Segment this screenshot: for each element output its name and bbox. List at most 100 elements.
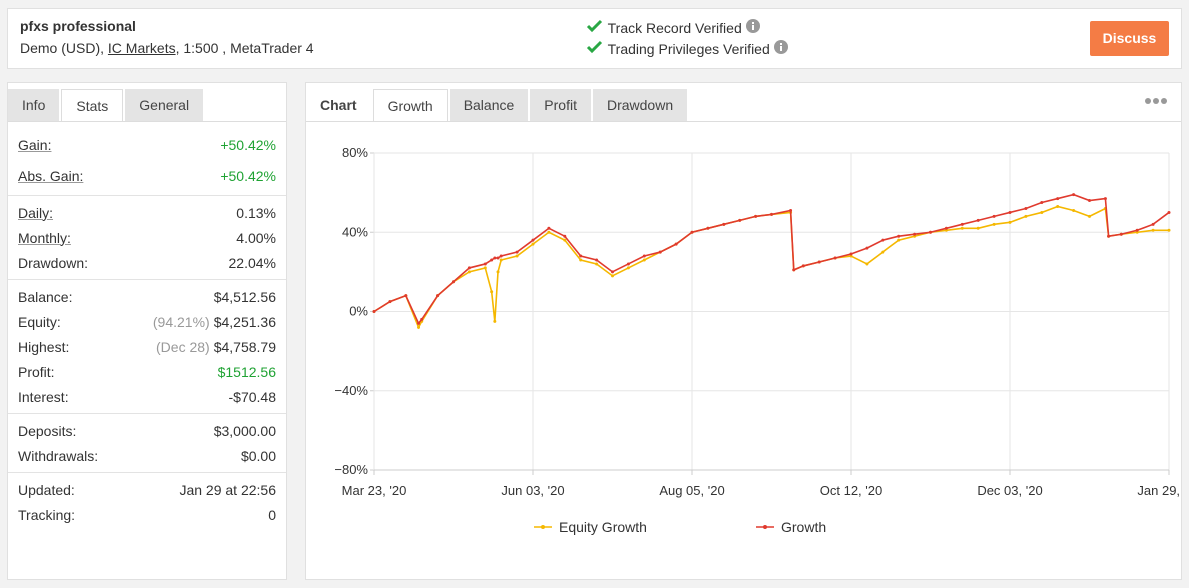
data-point	[881, 250, 885, 254]
stat-value: $1512.56	[217, 363, 276, 380]
data-point	[1072, 193, 1076, 197]
data-point	[1056, 197, 1060, 201]
stat-row: Highest: (Dec 28) $4,758.79	[8, 334, 286, 359]
tab[interactable]: Info	[8, 89, 60, 121]
legend-label: Growth	[781, 519, 826, 535]
data-point	[1119, 232, 1123, 236]
menu-icon[interactable]	[1145, 97, 1167, 105]
data-point	[849, 252, 853, 256]
stat-value: 0	[268, 506, 276, 523]
data-point	[417, 325, 421, 329]
account-info: Demo (USD), IC Markets, 1:500 , MetaTrad…	[20, 40, 314, 56]
info-icon[interactable]	[773, 40, 788, 54]
data-point	[595, 262, 599, 266]
data-point	[976, 218, 980, 222]
stats-list: Gain: +50.42% Abs. Gain: +50.42% Daily: 0.13%…	[8, 125, 286, 531]
data-point	[626, 266, 630, 270]
stat-label: Gain:	[18, 136, 52, 153]
discuss-button[interactable]: Discuss	[1090, 21, 1169, 56]
y-tick-label: −80%	[334, 462, 368, 477]
tab[interactable]: Stats	[61, 89, 124, 121]
stat-row: Tracking: 0	[8, 502, 286, 527]
data-point	[960, 226, 964, 230]
tab[interactable]: Balance	[449, 89, 529, 121]
header: pfxs professional Demo (USD), IC Markets…	[7, 8, 1182, 69]
tab[interactable]: Drawdown	[592, 89, 688, 121]
stat-row: Drawdown: 22.04%	[8, 250, 286, 275]
stats-group: Gain: +50.42% Abs. Gain: +50.42%	[8, 125, 286, 196]
data-point	[801, 264, 805, 268]
data-point	[1040, 210, 1044, 214]
stat-label: Abs. Gain:	[18, 167, 84, 184]
data-point	[792, 268, 796, 272]
data-point	[547, 226, 551, 230]
check-icon	[586, 19, 603, 33]
data-point	[992, 214, 996, 218]
stat-value: $3,000.00	[213, 422, 276, 439]
data-point	[1024, 206, 1028, 210]
stat-label: Interest:	[18, 388, 69, 405]
data-point	[754, 214, 758, 218]
data-point	[626, 262, 630, 266]
data-point	[674, 242, 678, 246]
data-point	[531, 242, 535, 246]
stat-row: Deposits: $3,000.00	[8, 418, 286, 443]
data-point	[436, 294, 440, 298]
stat-row: Monthly: 4.00%	[8, 225, 286, 250]
data-point	[611, 274, 614, 278]
y-tick-label: −40%	[334, 383, 368, 398]
data-point	[913, 232, 917, 236]
verified-text: Track Record Verified	[607, 20, 742, 36]
x-tick-label: Jun 03, '20	[501, 483, 564, 498]
data-point	[595, 258, 599, 262]
data-point	[1103, 197, 1107, 201]
data-point	[496, 256, 500, 260]
data-point	[452, 280, 455, 284]
stat-row: Interest: -$70.48	[8, 384, 286, 409]
account-type: Demo (USD),	[20, 40, 105, 56]
y-tick-label: 80%	[342, 145, 368, 160]
data-point	[388, 300, 392, 304]
data-point	[817, 260, 821, 264]
data-point	[531, 238, 535, 242]
data-point	[547, 230, 551, 234]
data-point	[404, 294, 408, 298]
stat-label: Monthly:	[18, 229, 71, 246]
tab[interactable]: General	[125, 89, 204, 121]
data-point	[1008, 210, 1012, 214]
data-point	[467, 270, 471, 274]
data-point	[1088, 214, 1091, 218]
x-tick-label: Oct 12, '20	[820, 483, 882, 498]
data-point	[1040, 201, 1044, 205]
stat-value: $4,758.79	[213, 338, 276, 355]
stat-value: 4.00%	[236, 229, 276, 246]
data-point	[1151, 228, 1155, 232]
data-point	[944, 226, 948, 230]
data-point	[493, 319, 497, 323]
tab[interactable]: Profit	[530, 89, 591, 121]
x-tick-label: Dec 03, '20	[977, 483, 1042, 498]
data-point	[467, 266, 471, 270]
data-point	[706, 226, 710, 230]
stat-label: Balance:	[18, 288, 73, 305]
data-point	[976, 226, 980, 230]
broker-link[interactable]: IC Markets	[107, 40, 176, 56]
data-point	[897, 234, 901, 238]
data-point	[658, 250, 662, 254]
data-point	[1167, 210, 1171, 214]
data-point	[579, 258, 583, 262]
x-tick-label: Jan 29, '21	[1137, 483, 1181, 498]
tab[interactable]: Growth	[372, 89, 448, 121]
data-point	[738, 218, 742, 222]
data-point	[372, 310, 376, 313]
stat-row: Profit: $1512.56	[8, 359, 286, 384]
data-point	[563, 234, 567, 238]
tab-bar: Chart Growth Balance Profit Drawdown	[306, 89, 689, 121]
x-tick-label: Mar 23, '20	[342, 483, 407, 498]
info-icon[interactable]	[745, 19, 760, 33]
stat-value: +50.42%	[220, 136, 276, 153]
data-point	[690, 230, 694, 234]
data-point	[833, 256, 837, 260]
data-point	[770, 212, 773, 216]
